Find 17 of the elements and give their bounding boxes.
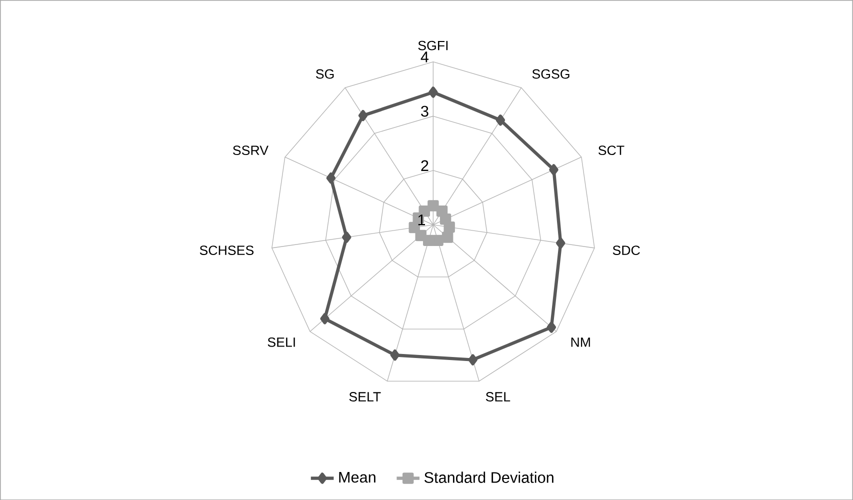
spoke-label: NM [571, 337, 590, 347]
y-tick-label: 1 [418, 214, 425, 226]
spoke-label: SSRV [233, 145, 268, 155]
spoke-label: SEL [486, 392, 510, 402]
y-tick-label: 2 [421, 160, 428, 171]
spoke-label: SELI [268, 337, 295, 347]
y-tick-label: 4 [420, 52, 429, 62]
spoke-label: SCHSES [200, 245, 254, 255]
spoke-label: SDC [612, 245, 640, 255]
spoke-label: SGFI [418, 40, 448, 50]
spoke-label: SCT [598, 145, 624, 155]
spoke-label: SGSG [532, 69, 570, 79]
legend-label: Mean [339, 472, 376, 482]
legend-label: Standard Deviation [424, 472, 554, 483]
spoke-label: SELT [349, 392, 381, 402]
spoke-label: SG [316, 69, 334, 79]
y-tick-label: 3 [421, 106, 428, 117]
